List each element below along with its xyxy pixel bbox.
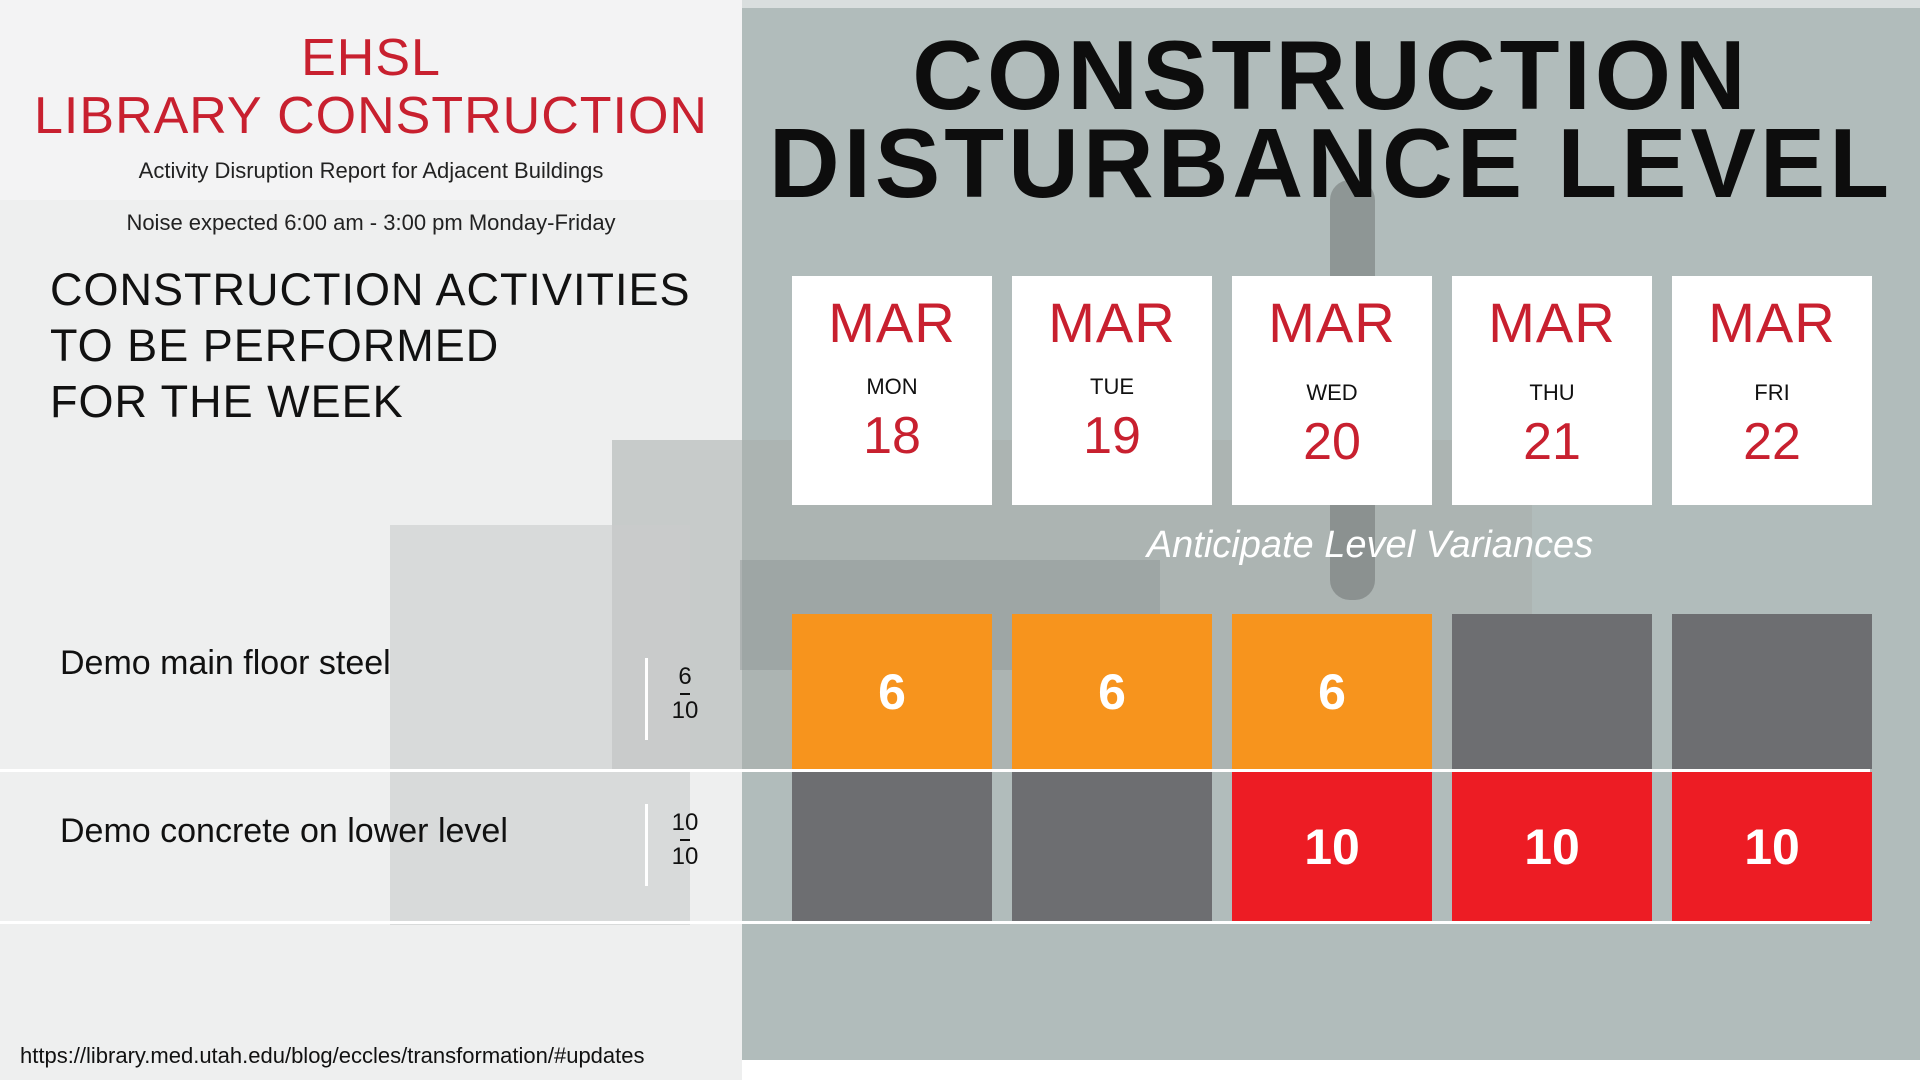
- page-title-line2: LIBRARY CONSTRUCTION: [34, 87, 708, 145]
- left-header-background: [0, 0, 742, 200]
- day-month: MAR: [828, 291, 956, 354]
- day-month: MAR: [1488, 291, 1616, 354]
- day-card-thu: MAR THU 21: [1452, 276, 1652, 505]
- page-title-line1: EHSL: [301, 29, 441, 87]
- level-cell: 10: [1452, 772, 1652, 921]
- day-number: 22: [1743, 413, 1801, 471]
- activity-level: 6: [678, 663, 692, 690]
- day-name: MON: [866, 374, 918, 399]
- activity-level: 10: [671, 809, 699, 836]
- day-card-tue: MAR TUE 19: [1012, 276, 1212, 505]
- level-cell: [1452, 614, 1652, 769]
- activity-divider: [645, 804, 648, 886]
- day-name: THU: [1529, 380, 1575, 405]
- activities-heading-line1: CONSTRUCTION ACTIVITIES: [50, 264, 691, 315]
- level-cell: 6: [792, 614, 992, 769]
- level-cell: [1672, 614, 1872, 769]
- activity-level-fraction: 10 10: [660, 810, 710, 870]
- level-cell: [1012, 772, 1212, 921]
- activity-level-max: 10: [671, 843, 699, 870]
- noise-schedule: Noise expected 6:00 am - 3:00 pm Monday-…: [126, 210, 616, 235]
- day-card-wed: MAR WED 20: [1232, 276, 1432, 505]
- day-month: MAR: [1268, 291, 1396, 354]
- day-number: 21: [1523, 413, 1581, 471]
- level-cell: 10: [1672, 772, 1872, 921]
- day-number: 20: [1303, 413, 1361, 471]
- bottom-strip: [742, 1060, 1920, 1080]
- row-separator: [0, 769, 1870, 772]
- activities-heading: CONSTRUCTION ACTIVITIES TO BE PERFORMED …: [50, 262, 691, 430]
- main-title-line2: DISTURBANCE LEVEL: [768, 108, 1894, 218]
- activities-heading-line2: TO BE PERFORMED: [50, 320, 500, 371]
- activities-heading-line3: FOR THE WEEK: [50, 376, 404, 427]
- activity-level-max: 10: [671, 697, 699, 724]
- fraction-bar: [680, 839, 690, 841]
- day-name: TUE: [1090, 374, 1134, 399]
- top-strip: [742, 0, 1920, 8]
- day-month: MAR: [1048, 291, 1176, 354]
- level-cell: 10: [1232, 772, 1432, 921]
- row-separator: [0, 921, 1870, 924]
- updates-url[interactable]: https://library.med.utah.edu/blog/eccles…: [20, 1043, 645, 1068]
- day-number: 18: [863, 407, 921, 465]
- fraction-bar: [680, 693, 690, 695]
- day-card-fri: MAR FRI 22: [1672, 276, 1872, 505]
- activity-label-main-floor-steel: Demo main floor steel: [60, 644, 391, 682]
- activity-level-fraction: 6 10: [660, 664, 710, 724]
- activity-divider: [645, 658, 648, 740]
- day-card-mon: MAR MON 18: [792, 276, 992, 505]
- level-cell: 6: [1012, 614, 1212, 769]
- day-month: MAR: [1708, 291, 1836, 354]
- day-name: WED: [1306, 380, 1358, 405]
- main-title-line1: CONSTRUCTION: [912, 20, 1750, 130]
- activity-label-concrete-lower-level: Demo concrete on lower level: [60, 812, 508, 850]
- building-photo-left-wing: [390, 525, 690, 925]
- day-name: FRI: [1754, 380, 1790, 405]
- variance-note: Anticipate Level Variances: [1146, 524, 1594, 566]
- level-cell: [792, 772, 992, 921]
- level-cell: 6: [1232, 614, 1432, 769]
- day-number: 19: [1083, 407, 1141, 465]
- report-subtitle: Activity Disruption Report for Adjacent …: [138, 158, 604, 183]
